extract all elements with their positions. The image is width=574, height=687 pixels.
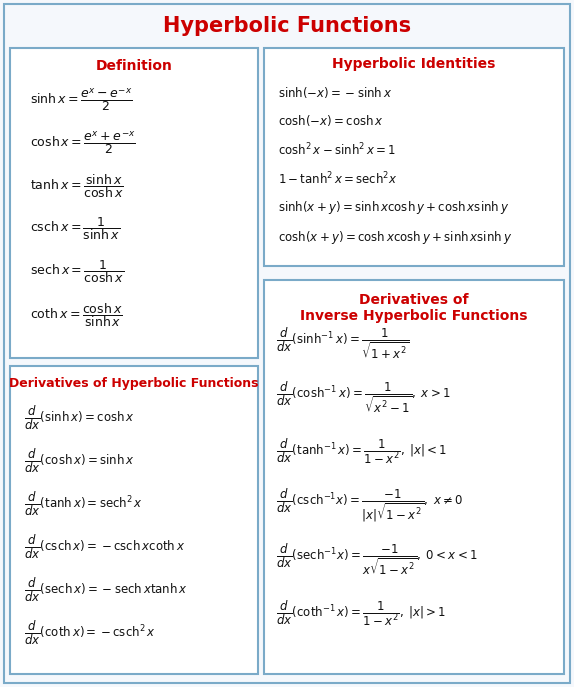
Text: $\dfrac{d}{dx}(\mathrm{csch}\, x) = -\mathrm{csch}\, x\coth x$: $\dfrac{d}{dx}(\mathrm{csch}\, x) = -\ma… <box>24 533 185 561</box>
Bar <box>10 48 258 358</box>
Text: $\mathrm{sech}\, x = \dfrac{1}{\cosh x}$: $\mathrm{sech}\, x = \dfrac{1}{\cosh x}$ <box>30 258 124 286</box>
Text: Hyperbolic Identities: Hyperbolic Identities <box>332 57 496 71</box>
Bar <box>10 366 258 674</box>
Text: $\dfrac{d}{dx}\left(\cosh^{-1} x\right) = \dfrac{1}{\sqrt{x^{2}-1}},\; x > 1$: $\dfrac{d}{dx}\left(\cosh^{-1} x\right) … <box>276 381 451 416</box>
Text: $\dfrac{d}{dx}\left(\sinh^{-1} x\right) = \dfrac{1}{\sqrt{1 + x^{2}}}$: $\dfrac{d}{dx}\left(\sinh^{-1} x\right) … <box>276 326 409 361</box>
Bar <box>264 48 564 266</box>
Text: $\cosh x = \dfrac{e^{x} + e^{-x}}{2}$: $\cosh x = \dfrac{e^{x} + e^{-x}}{2}$ <box>30 130 136 157</box>
Text: $\dfrac{d}{dx}(\coth x) = -\mathrm{csch}^{2}\, x$: $\dfrac{d}{dx}(\coth x) = -\mathrm{csch}… <box>24 619 156 647</box>
Text: $\dfrac{d}{dx}(\tanh x) = \mathrm{sech}^{2}\, x$: $\dfrac{d}{dx}(\tanh x) = \mathrm{sech}^… <box>24 490 143 518</box>
Text: $\sinh(-x) = -\sinh x$: $\sinh(-x) = -\sinh x$ <box>278 85 393 100</box>
Text: $\dfrac{d}{dx}\left(\mathrm{csch}^{-1} x\right) = \dfrac{-1}{|x|\sqrt{1-x^{2}}},: $\dfrac{d}{dx}\left(\mathrm{csch}^{-1} x… <box>276 488 463 524</box>
Text: Hyperbolic Functions: Hyperbolic Functions <box>163 16 411 36</box>
Text: $\cosh^{2} x - \sinh^{2} x = 1$: $\cosh^{2} x - \sinh^{2} x = 1$ <box>278 142 396 158</box>
Bar <box>264 280 564 674</box>
Text: $\dfrac{d}{dx}\left(\mathrm{sech}^{-1} x\right) = \dfrac{-1}{x\sqrt{1-x^{2}}},\;: $\dfrac{d}{dx}\left(\mathrm{sech}^{-1} x… <box>276 543 478 578</box>
Text: $\mathrm{csch}\, x = \dfrac{1}{\sinh x}$: $\mathrm{csch}\, x = \dfrac{1}{\sinh x}$ <box>30 216 121 243</box>
Text: Derivatives of: Derivatives of <box>359 293 469 307</box>
Text: Inverse Hyperbolic Functions: Inverse Hyperbolic Functions <box>300 309 528 323</box>
Text: $\sinh(x + y) = \sinh x\cosh y + \cosh x\sinh y$: $\sinh(x + y) = \sinh x\cosh y + \cosh x… <box>278 199 509 216</box>
Text: $\cosh(-x) = \cosh x$: $\cosh(-x) = \cosh x$ <box>278 113 384 128</box>
Text: $\dfrac{d}{dx}\left(\tanh^{-1} x\right) = \dfrac{1}{1-x^{2}},\; |x| < 1$: $\dfrac{d}{dx}\left(\tanh^{-1} x\right) … <box>276 438 447 466</box>
Text: $1 - \tanh^{2} x = \mathrm{sech}^{2} x$: $1 - \tanh^{2} x = \mathrm{sech}^{2} x$ <box>278 170 398 188</box>
Text: Derivatives of Hyperbolic Functions: Derivatives of Hyperbolic Functions <box>9 377 259 390</box>
Text: Definition: Definition <box>95 59 172 73</box>
Text: $\coth x = \dfrac{\cosh x}{\sinh x}$: $\coth x = \dfrac{\cosh x}{\sinh x}$ <box>30 301 123 329</box>
Text: $\tanh x = \dfrac{\sinh x}{\cosh x}$: $\tanh x = \dfrac{\sinh x}{\cosh x}$ <box>30 172 123 200</box>
Text: $\sinh x = \dfrac{e^{x} - e^{-x}}{2}$: $\sinh x = \dfrac{e^{x} - e^{-x}}{2}$ <box>30 87 133 113</box>
Text: $\dfrac{d}{dx}\left(\coth^{-1} x\right) = \dfrac{1}{1-x^{2}},\; |x| > 1$: $\dfrac{d}{dx}\left(\coth^{-1} x\right) … <box>276 600 446 629</box>
Text: $\cosh(x + y) = \cosh x\cosh y + \sinh x\sinh y$: $\cosh(x + y) = \cosh x\cosh y + \sinh x… <box>278 229 512 245</box>
Text: $\dfrac{d}{dx}(\cosh x) = \sinh x$: $\dfrac{d}{dx}(\cosh x) = \sinh x$ <box>24 447 135 475</box>
Text: $\dfrac{d}{dx}(\mathrm{sech}\, x) = -\mathrm{sech}\, x\tanh x$: $\dfrac{d}{dx}(\mathrm{sech}\, x) = -\ma… <box>24 576 188 604</box>
Text: $\dfrac{d}{dx}(\sinh x) = \cosh x$: $\dfrac{d}{dx}(\sinh x) = \cosh x$ <box>24 404 135 432</box>
